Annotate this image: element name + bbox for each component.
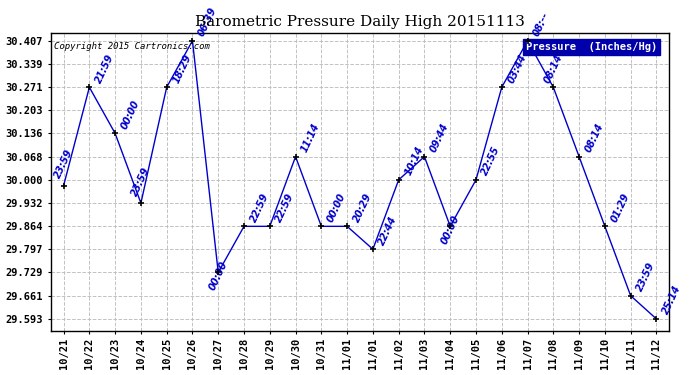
Text: 00:00: 00:00 bbox=[439, 214, 461, 246]
Text: 22:59: 22:59 bbox=[274, 191, 296, 224]
Text: 25:14: 25:14 bbox=[660, 284, 682, 316]
Text: 00:00: 00:00 bbox=[207, 260, 229, 292]
Title: Barometric Pressure Daily High 20151113: Barometric Pressure Daily High 20151113 bbox=[195, 15, 525, 29]
Text: 23:59: 23:59 bbox=[52, 148, 75, 180]
Text: 22:59: 22:59 bbox=[248, 191, 270, 224]
Text: 18:29: 18:29 bbox=[171, 52, 193, 84]
Text: 01:29: 01:29 bbox=[609, 191, 631, 224]
Text: 08:14: 08:14 bbox=[583, 122, 605, 154]
Text: 22:55: 22:55 bbox=[480, 145, 502, 177]
Text: 00:00: 00:00 bbox=[119, 98, 141, 130]
Text: Copyright 2015 Cartronics.com: Copyright 2015 Cartronics.com bbox=[54, 42, 210, 51]
Text: 06:39: 06:39 bbox=[197, 6, 219, 38]
Text: 23:59: 23:59 bbox=[635, 261, 657, 293]
Text: 11:14: 11:14 bbox=[299, 122, 322, 154]
Text: 00:00: 00:00 bbox=[326, 191, 348, 224]
Text: 08:--: 08:-- bbox=[532, 11, 551, 38]
Text: Pressure  (Inches/Hg): Pressure (Inches/Hg) bbox=[526, 42, 657, 52]
Text: 23:59: 23:59 bbox=[130, 165, 152, 198]
Text: 10:14: 10:14 bbox=[403, 145, 425, 177]
Text: 03:44: 03:44 bbox=[506, 52, 528, 84]
Text: 21:59: 21:59 bbox=[94, 52, 116, 84]
Text: 09:44: 09:44 bbox=[428, 122, 451, 154]
Text: 20:29: 20:29 bbox=[351, 191, 373, 224]
Text: 22:44: 22:44 bbox=[377, 214, 400, 246]
Text: 08:14: 08:14 bbox=[542, 52, 564, 84]
